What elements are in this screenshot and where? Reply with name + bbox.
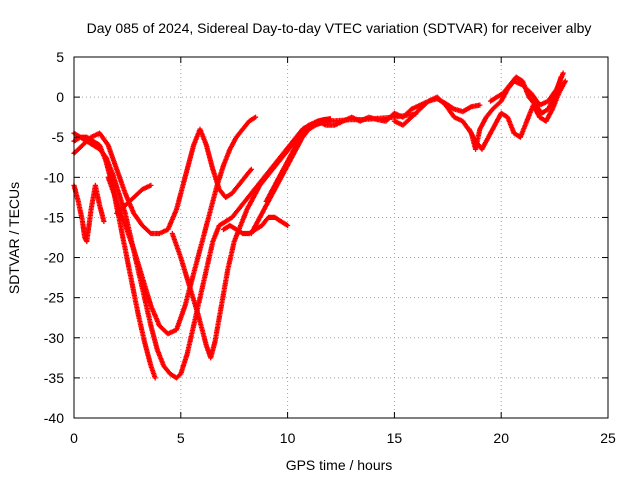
y-tick-label: 5	[56, 49, 64, 65]
x-tick-label: 10	[280, 430, 296, 446]
y-tick-label: -35	[44, 370, 64, 386]
y-tick-label: -10	[44, 169, 64, 185]
y-tick-label: -30	[44, 330, 64, 346]
y-tick-label: -40	[44, 410, 64, 426]
chart: 0 5 10 15 20 25 -40 -35 -30 -25 -20 -15 -10 -5 0 5 Day …	[0, 0, 640, 480]
x-axis-label: GPS time / hours	[286, 457, 393, 473]
y-axis-label: SDTVAR / TECUs	[6, 182, 22, 294]
x-tick-label: 5	[177, 430, 185, 446]
y-tick-label: -15	[44, 209, 64, 225]
chart-title: Day 085 of 2024, Sidereal Day-to-day VTE…	[87, 20, 592, 36]
y-tick-label: -25	[44, 290, 64, 306]
chart-svg: 0 5 10 15 20 25 -40 -35 -30 -25 -20 -15 -10 -5 0 5 Day …	[0, 0, 640, 480]
x-tick-label: 15	[387, 430, 403, 446]
x-tick-label: 20	[493, 430, 509, 446]
x-tick-label: 25	[600, 430, 616, 446]
y-tick-label: 0	[56, 89, 64, 105]
x-tick-label: 0	[70, 430, 78, 446]
chart-background	[0, 0, 640, 480]
y-tick-label: -20	[44, 250, 64, 266]
y-tick-label: -5	[52, 129, 65, 145]
